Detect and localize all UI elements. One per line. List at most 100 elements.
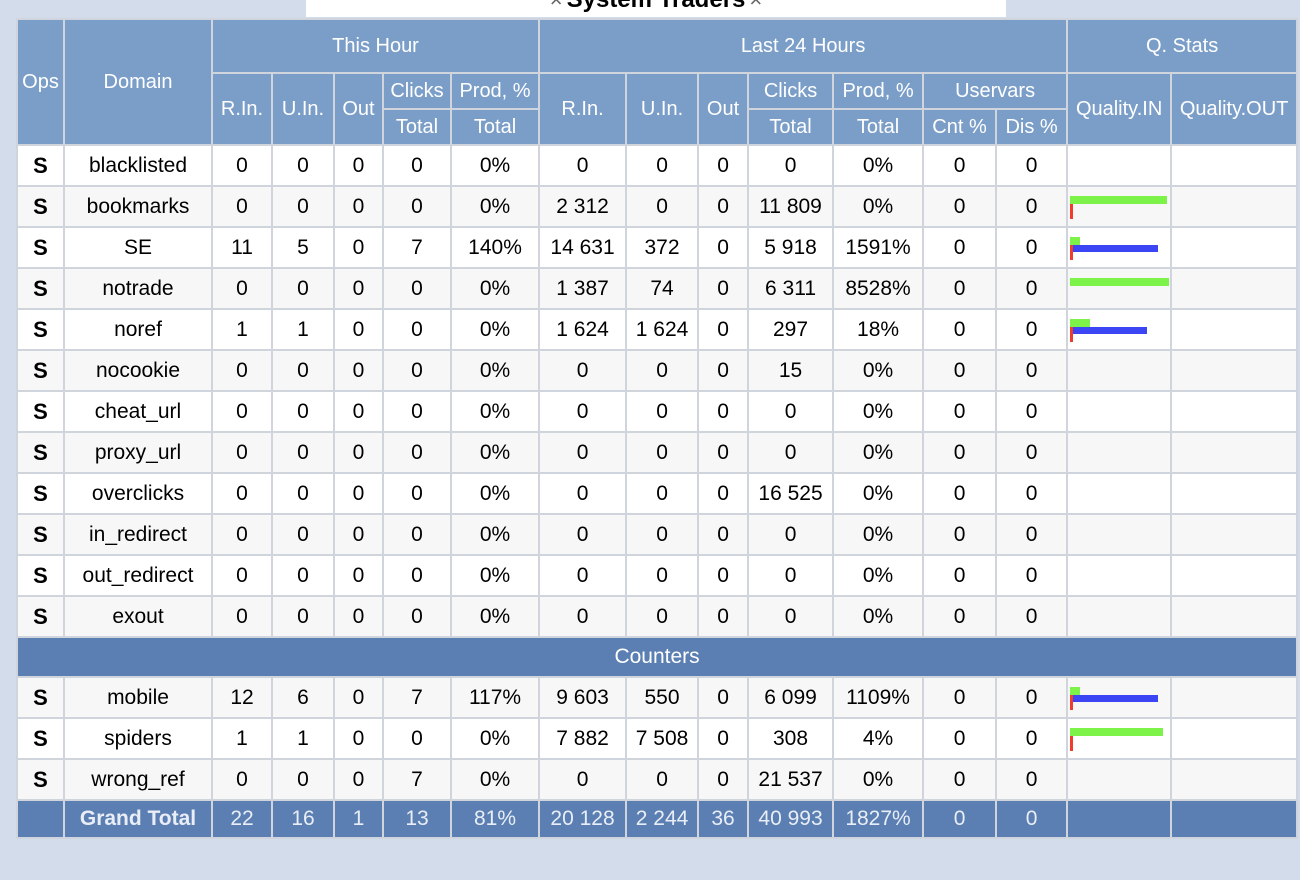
cell-d-out: 0 xyxy=(697,758,750,801)
ops-link[interactable]: S xyxy=(16,390,65,433)
cell-h-rin: 11 xyxy=(211,226,273,269)
header-quality-out[interactable]: Quality.OUT xyxy=(1170,72,1299,146)
quality-out-cell xyxy=(1170,554,1299,597)
ops-link[interactable]: S xyxy=(16,185,65,228)
cell-d-uin: 550 xyxy=(625,676,700,719)
domain-cell[interactable]: blacklisted xyxy=(63,144,213,187)
quality-bar-blue xyxy=(1070,695,1159,702)
quality-out-cell xyxy=(1170,717,1299,760)
ops-link[interactable]: S xyxy=(16,226,65,269)
header-d-prod-total[interactable]: Total xyxy=(832,108,925,146)
domain-cell[interactable]: bookmarks xyxy=(63,185,213,228)
domain-cell[interactable]: SE xyxy=(63,226,213,269)
ops-link[interactable]: S xyxy=(16,431,65,474)
cell-h-out: 0 xyxy=(333,390,384,433)
header-dis[interactable]: Dis % xyxy=(995,108,1069,146)
cell-h-rin: 0 xyxy=(211,758,273,801)
cell-d-uin: 0 xyxy=(625,758,700,801)
cell-d-rin: 2 312 xyxy=(538,185,628,228)
grand-total-dis: 0 xyxy=(995,799,1069,839)
ops-link[interactable]: S xyxy=(16,308,65,351)
ops-link[interactable]: S xyxy=(16,513,65,556)
cell-h-clicks: 0 xyxy=(382,308,452,351)
cell-d-prod: 0% xyxy=(832,349,925,392)
cell-h-prod: 0% xyxy=(449,308,541,351)
quality-bar xyxy=(1070,188,1168,225)
ops-link[interactable]: S xyxy=(16,144,65,187)
quality-bar-green xyxy=(1070,237,1081,245)
domain-cell[interactable]: nocookie xyxy=(63,349,213,392)
header-d-out[interactable]: Out xyxy=(697,72,750,146)
header-h-prod-total[interactable]: Total xyxy=(449,108,541,146)
header-cnt[interactable]: Cnt % xyxy=(922,108,998,146)
cell-h-rin: 12 xyxy=(211,676,273,719)
cell-h-rin: 0 xyxy=(211,185,273,228)
cell-h-rin: 0 xyxy=(211,554,273,597)
cell-d-out: 0 xyxy=(697,595,750,638)
quality-bar-green xyxy=(1070,687,1081,695)
header-quality-in[interactable]: Quality.IN xyxy=(1066,72,1173,146)
cell-d-clicks: 0 xyxy=(747,554,835,597)
cell-d-out: 0 xyxy=(697,390,750,433)
quality-out-cell xyxy=(1170,185,1299,228)
close-icon[interactable]: × xyxy=(546,0,567,12)
ops-link[interactable]: S xyxy=(16,472,65,515)
ops-link[interactable]: S xyxy=(16,758,65,801)
ops-link[interactable]: S xyxy=(16,717,65,760)
domain-cell[interactable]: mobile xyxy=(63,676,213,719)
ops-link[interactable]: S xyxy=(16,595,65,638)
domain-cell[interactable]: overclicks xyxy=(63,472,213,515)
cell-h-clicks: 0 xyxy=(382,595,452,638)
grand-total-label: Grand Total xyxy=(63,799,213,839)
cell-d-rin: 0 xyxy=(538,758,628,801)
domain-cell[interactable]: out_redirect xyxy=(63,554,213,597)
quality-out-cell xyxy=(1170,513,1299,556)
ops-link[interactable]: S xyxy=(16,349,65,392)
header-domain[interactable]: Domain xyxy=(63,18,213,146)
header-d-rin[interactable]: R.In. xyxy=(538,72,628,146)
cell-dis: 0 xyxy=(995,676,1069,719)
cell-cnt: 0 xyxy=(922,349,998,392)
domain-cell[interactable]: spiders xyxy=(63,717,213,760)
quality-out-cell xyxy=(1170,267,1299,310)
cell-h-uin: 0 xyxy=(271,349,335,392)
ops-link[interactable]: S xyxy=(16,554,65,597)
domain-cell[interactable]: exout xyxy=(63,595,213,638)
header-h-uin[interactable]: U.In. xyxy=(271,72,335,146)
ops-link[interactable]: S xyxy=(16,267,65,310)
cell-h-uin: 5 xyxy=(271,226,335,269)
header-d-uin[interactable]: U.In. xyxy=(625,72,700,146)
cell-d-uin: 1 624 xyxy=(625,308,700,351)
domain-cell[interactable]: in_redirect xyxy=(63,513,213,556)
domain-cell[interactable]: cheat_url xyxy=(63,390,213,433)
quality-in-cell xyxy=(1066,472,1173,515)
header-h-out[interactable]: Out xyxy=(333,72,384,146)
cell-dis: 0 xyxy=(995,717,1069,760)
cell-d-out: 0 xyxy=(697,513,750,556)
domain-cell[interactable]: notrade xyxy=(63,267,213,310)
domain-cell[interactable]: wrong_ref xyxy=(63,758,213,801)
cell-d-prod: 0% xyxy=(832,472,925,515)
cell-h-clicks: 0 xyxy=(382,431,452,474)
cell-h-uin: 0 xyxy=(271,267,335,310)
cell-h-clicks: 7 xyxy=(382,226,452,269)
header-ops: Ops xyxy=(16,18,65,146)
quality-bar-red xyxy=(1070,245,1074,260)
header-h-rin[interactable]: R.In. xyxy=(211,72,273,146)
traders-stats-table: Ops Domain This Hour Last 24 Hours Q. St… xyxy=(15,18,1299,839)
cell-d-prod: 0% xyxy=(832,513,925,556)
domain-cell[interactable]: noref xyxy=(63,308,213,351)
cell-cnt: 0 xyxy=(922,144,998,187)
header-d-clicks-total[interactable]: Total xyxy=(747,108,835,146)
close-icon[interactable]: × xyxy=(745,0,766,12)
ops-link[interactable]: S xyxy=(16,676,65,719)
cell-d-clicks: 0 xyxy=(747,595,835,638)
grand-total-row: Grand Total 22 16 1 13 81% 20 128 2 244 36 40 993… xyxy=(16,799,1299,839)
header-d-clicks: Clicks xyxy=(747,72,835,110)
domain-cell[interactable]: proxy_url xyxy=(63,431,213,474)
quality-in-cell xyxy=(1066,226,1173,269)
cell-d-out: 0 xyxy=(697,144,750,187)
header-h-clicks-total[interactable]: Total xyxy=(382,108,452,146)
